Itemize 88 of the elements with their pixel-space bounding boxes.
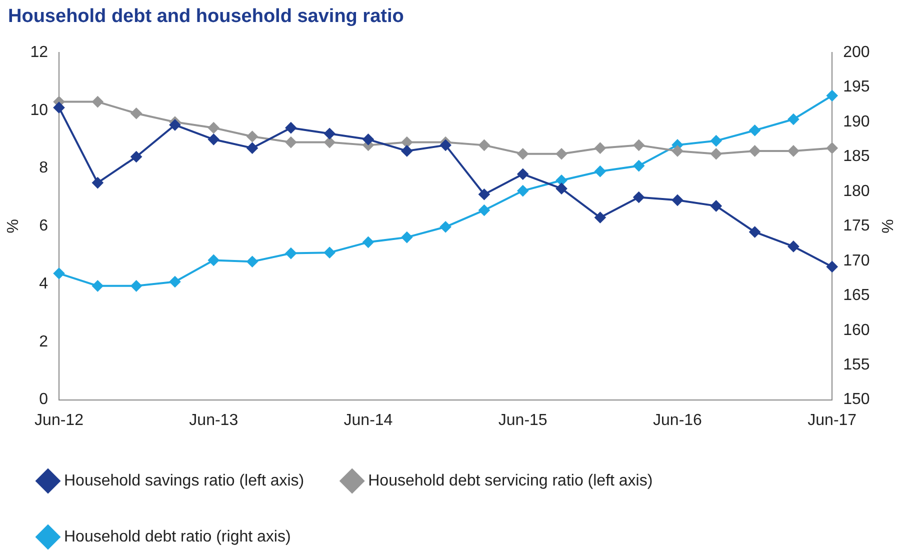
point: [130, 151, 142, 162]
point: [594, 166, 606, 177]
y2-tick-label: 185: [843, 148, 870, 166]
point: [710, 200, 722, 212]
x-tick-label: Jun-17: [808, 412, 857, 429]
point: [285, 136, 296, 148]
point: [633, 140, 644, 151]
point: [788, 145, 799, 156]
point: [749, 124, 760, 136]
y2-tick-label: 170: [843, 252, 870, 270]
point: [130, 280, 142, 292]
y-tick-label: 8: [39, 160, 48, 177]
point: [440, 221, 452, 232]
y2-tick-label: 175: [843, 218, 870, 235]
point: [53, 102, 64, 114]
point: [478, 188, 490, 200]
y-tick-label: 10: [30, 102, 48, 119]
point: [749, 145, 760, 156]
point: [401, 232, 412, 243]
point: [246, 131, 258, 142]
x-tick-label: Jun-13: [189, 412, 238, 429]
point: [208, 254, 220, 266]
x-tick-label: Jun-12: [34, 412, 84, 429]
y2-tick-label: 165: [843, 287, 870, 304]
point: [517, 148, 528, 160]
point: [92, 177, 104, 188]
y2-tick-label: 150: [843, 391, 870, 408]
point: [594, 142, 606, 154]
point: [208, 122, 220, 134]
y-tick-label: 0: [39, 391, 48, 408]
point: [362, 236, 374, 248]
point: [401, 145, 412, 156]
point: [169, 276, 180, 288]
y2-tick-label: 155: [843, 356, 870, 374]
point: [788, 114, 799, 125]
point: [53, 268, 64, 279]
y2-tick-label: 160: [843, 322, 870, 339]
point: [478, 204, 490, 216]
point: [672, 194, 683, 206]
point: [92, 280, 104, 292]
point: [749, 226, 760, 238]
point: [556, 148, 568, 160]
y-tick-label: 12: [30, 44, 48, 62]
point: [710, 148, 722, 160]
y-tick-label: 4: [39, 275, 48, 292]
point: [517, 168, 528, 180]
point: [594, 212, 606, 224]
point: [672, 145, 683, 156]
y-axis-title: %: [5, 219, 22, 234]
point: [208, 134, 220, 145]
chart-title: Household debt and household saving ratio: [8, 6, 404, 28]
point: [556, 183, 568, 194]
point: [324, 136, 336, 148]
point: [826, 261, 838, 272]
point: [440, 140, 452, 151]
point: [401, 136, 412, 148]
y2-tick-label: 180: [843, 182, 870, 200]
y2-axis-title: %: [878, 219, 895, 234]
point: [324, 247, 336, 258]
point: [788, 240, 799, 252]
point: [826, 90, 838, 102]
point: [556, 174, 568, 186]
point: [710, 135, 722, 146]
point: [517, 185, 528, 196]
x-tick-label: Jun-16: [653, 412, 702, 429]
legend-label: Household debt servicing ratio (left axis): [368, 472, 653, 490]
legend-label: Household savings ratio (left axis): [64, 472, 304, 490]
y2-tick-label: 190: [843, 113, 870, 130]
point: [169, 119, 180, 130]
x-tick-label: Jun-14: [344, 412, 393, 429]
point: [478, 140, 490, 151]
legend-label: Household debt ratio (right axis): [64, 528, 291, 546]
x-tick-label: Jun-15: [498, 412, 548, 429]
point: [92, 96, 104, 108]
point: [324, 128, 336, 140]
y-tick-label: 2: [39, 333, 48, 350]
point: [130, 108, 142, 119]
point: [633, 160, 644, 172]
point: [246, 256, 258, 268]
point: [362, 134, 374, 145]
y2-tick-label: 195: [843, 78, 870, 96]
point: [633, 192, 644, 203]
y-tick-label: 6: [39, 218, 48, 235]
point: [826, 142, 838, 154]
point: [246, 142, 258, 154]
point: [285, 248, 296, 259]
y2-tick-label: 200: [843, 44, 870, 62]
point: [285, 122, 296, 134]
